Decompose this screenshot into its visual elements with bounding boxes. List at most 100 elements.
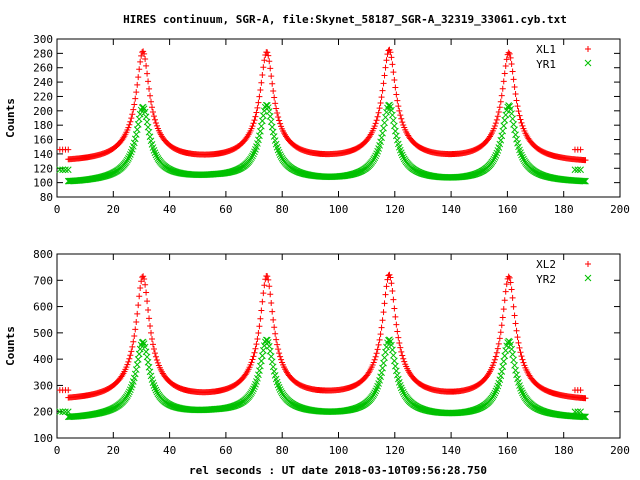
data-point	[390, 351, 397, 359]
data-point	[503, 281, 510, 288]
data-point	[125, 390, 132, 398]
data-point	[399, 119, 406, 126]
data-point	[59, 166, 66, 174]
upper-legend-label-xl1: XL1	[536, 43, 556, 56]
data-point	[277, 153, 285, 160]
x-tick-label: 40	[163, 203, 176, 216]
data-point	[125, 388, 133, 396]
data-point	[382, 113, 389, 121]
data-point	[151, 116, 158, 123]
data-point	[389, 346, 396, 354]
data-point	[377, 331, 384, 338]
data-point	[509, 115, 516, 123]
x-tick-label: 100	[329, 203, 349, 216]
data-point	[277, 120, 284, 127]
data-point	[497, 329, 504, 336]
data-point	[265, 52, 272, 59]
data-point	[501, 116, 509, 124]
data-point	[370, 359, 377, 366]
series-yr1	[56, 101, 589, 185]
data-point	[399, 388, 407, 396]
data-point	[499, 85, 506, 92]
data-point	[509, 351, 516, 358]
data-point	[269, 80, 276, 87]
data-point	[127, 352, 134, 359]
data-point	[519, 122, 526, 129]
x-axis-label: rel seconds : UT date 2018-03-10T09:56:2…	[189, 464, 487, 477]
data-point	[136, 110, 144, 118]
data-point	[147, 92, 154, 99]
data-point	[391, 357, 398, 365]
data-point	[503, 56, 510, 63]
data-point	[142, 55, 149, 62]
x-tick-label: 200	[610, 444, 630, 457]
data-point	[266, 347, 274, 355]
data-point	[379, 129, 386, 137]
data-point	[507, 279, 514, 286]
data-point	[148, 329, 155, 336]
data-point	[259, 71, 266, 78]
data-point	[498, 322, 505, 329]
x-tick-label: 200	[610, 203, 630, 216]
data-point	[508, 61, 515, 68]
data-point	[260, 64, 267, 71]
data-point	[263, 336, 271, 344]
data-point	[510, 121, 517, 128]
data-point	[153, 357, 160, 364]
data-point	[500, 122, 508, 130]
data-point	[277, 388, 285, 395]
data-point	[132, 326, 139, 333]
data-point	[135, 74, 142, 81]
data-point	[501, 297, 508, 304]
data-point	[489, 362, 496, 369]
data-point	[388, 54, 395, 61]
data-point	[512, 91, 519, 98]
data-point	[133, 89, 140, 96]
data-point	[253, 109, 260, 116]
y-tick-label: 800	[33, 248, 53, 261]
data-point	[376, 105, 383, 112]
y-tick-label: 300	[33, 379, 53, 392]
data-point	[381, 119, 388, 127]
y-tick-label: 220	[33, 90, 53, 103]
data-point	[136, 293, 143, 300]
x-tick-label: 40	[163, 444, 176, 457]
data-point	[133, 319, 140, 326]
data-point	[389, 61, 396, 68]
data-point	[508, 110, 515, 117]
data-point	[153, 122, 160, 129]
data-point	[130, 106, 137, 113]
x-tick-label: 120	[385, 444, 405, 457]
data-point	[393, 91, 400, 98]
data-point	[251, 117, 258, 124]
data-point	[151, 350, 158, 357]
data-point	[574, 166, 582, 174]
data-point	[249, 123, 256, 130]
data-point	[490, 125, 497, 132]
x-tick-label: 140	[441, 444, 461, 457]
y-tick-label: 120	[33, 162, 53, 175]
data-point	[491, 356, 498, 363]
data-point	[255, 330, 262, 337]
y-tick-label: 240	[33, 76, 53, 89]
data-point	[135, 302, 142, 309]
data-point	[508, 286, 515, 293]
data-point	[248, 359, 255, 366]
data-point	[387, 274, 394, 281]
data-point	[400, 121, 407, 128]
data-point	[152, 151, 160, 159]
data-point	[152, 120, 159, 127]
y-tick-label: 500	[33, 327, 53, 340]
data-point	[383, 343, 390, 351]
data-point	[399, 153, 407, 161]
data-point	[276, 350, 283, 357]
data-point	[398, 348, 405, 355]
data-point	[520, 155, 527, 163]
x-tick-label: 160	[497, 203, 517, 216]
data-point	[505, 49, 512, 56]
y-tick-label: 140	[33, 148, 53, 161]
data-point	[143, 353, 151, 361]
data-point	[125, 153, 133, 160]
data-point	[398, 386, 406, 394]
data-point	[510, 303, 517, 310]
